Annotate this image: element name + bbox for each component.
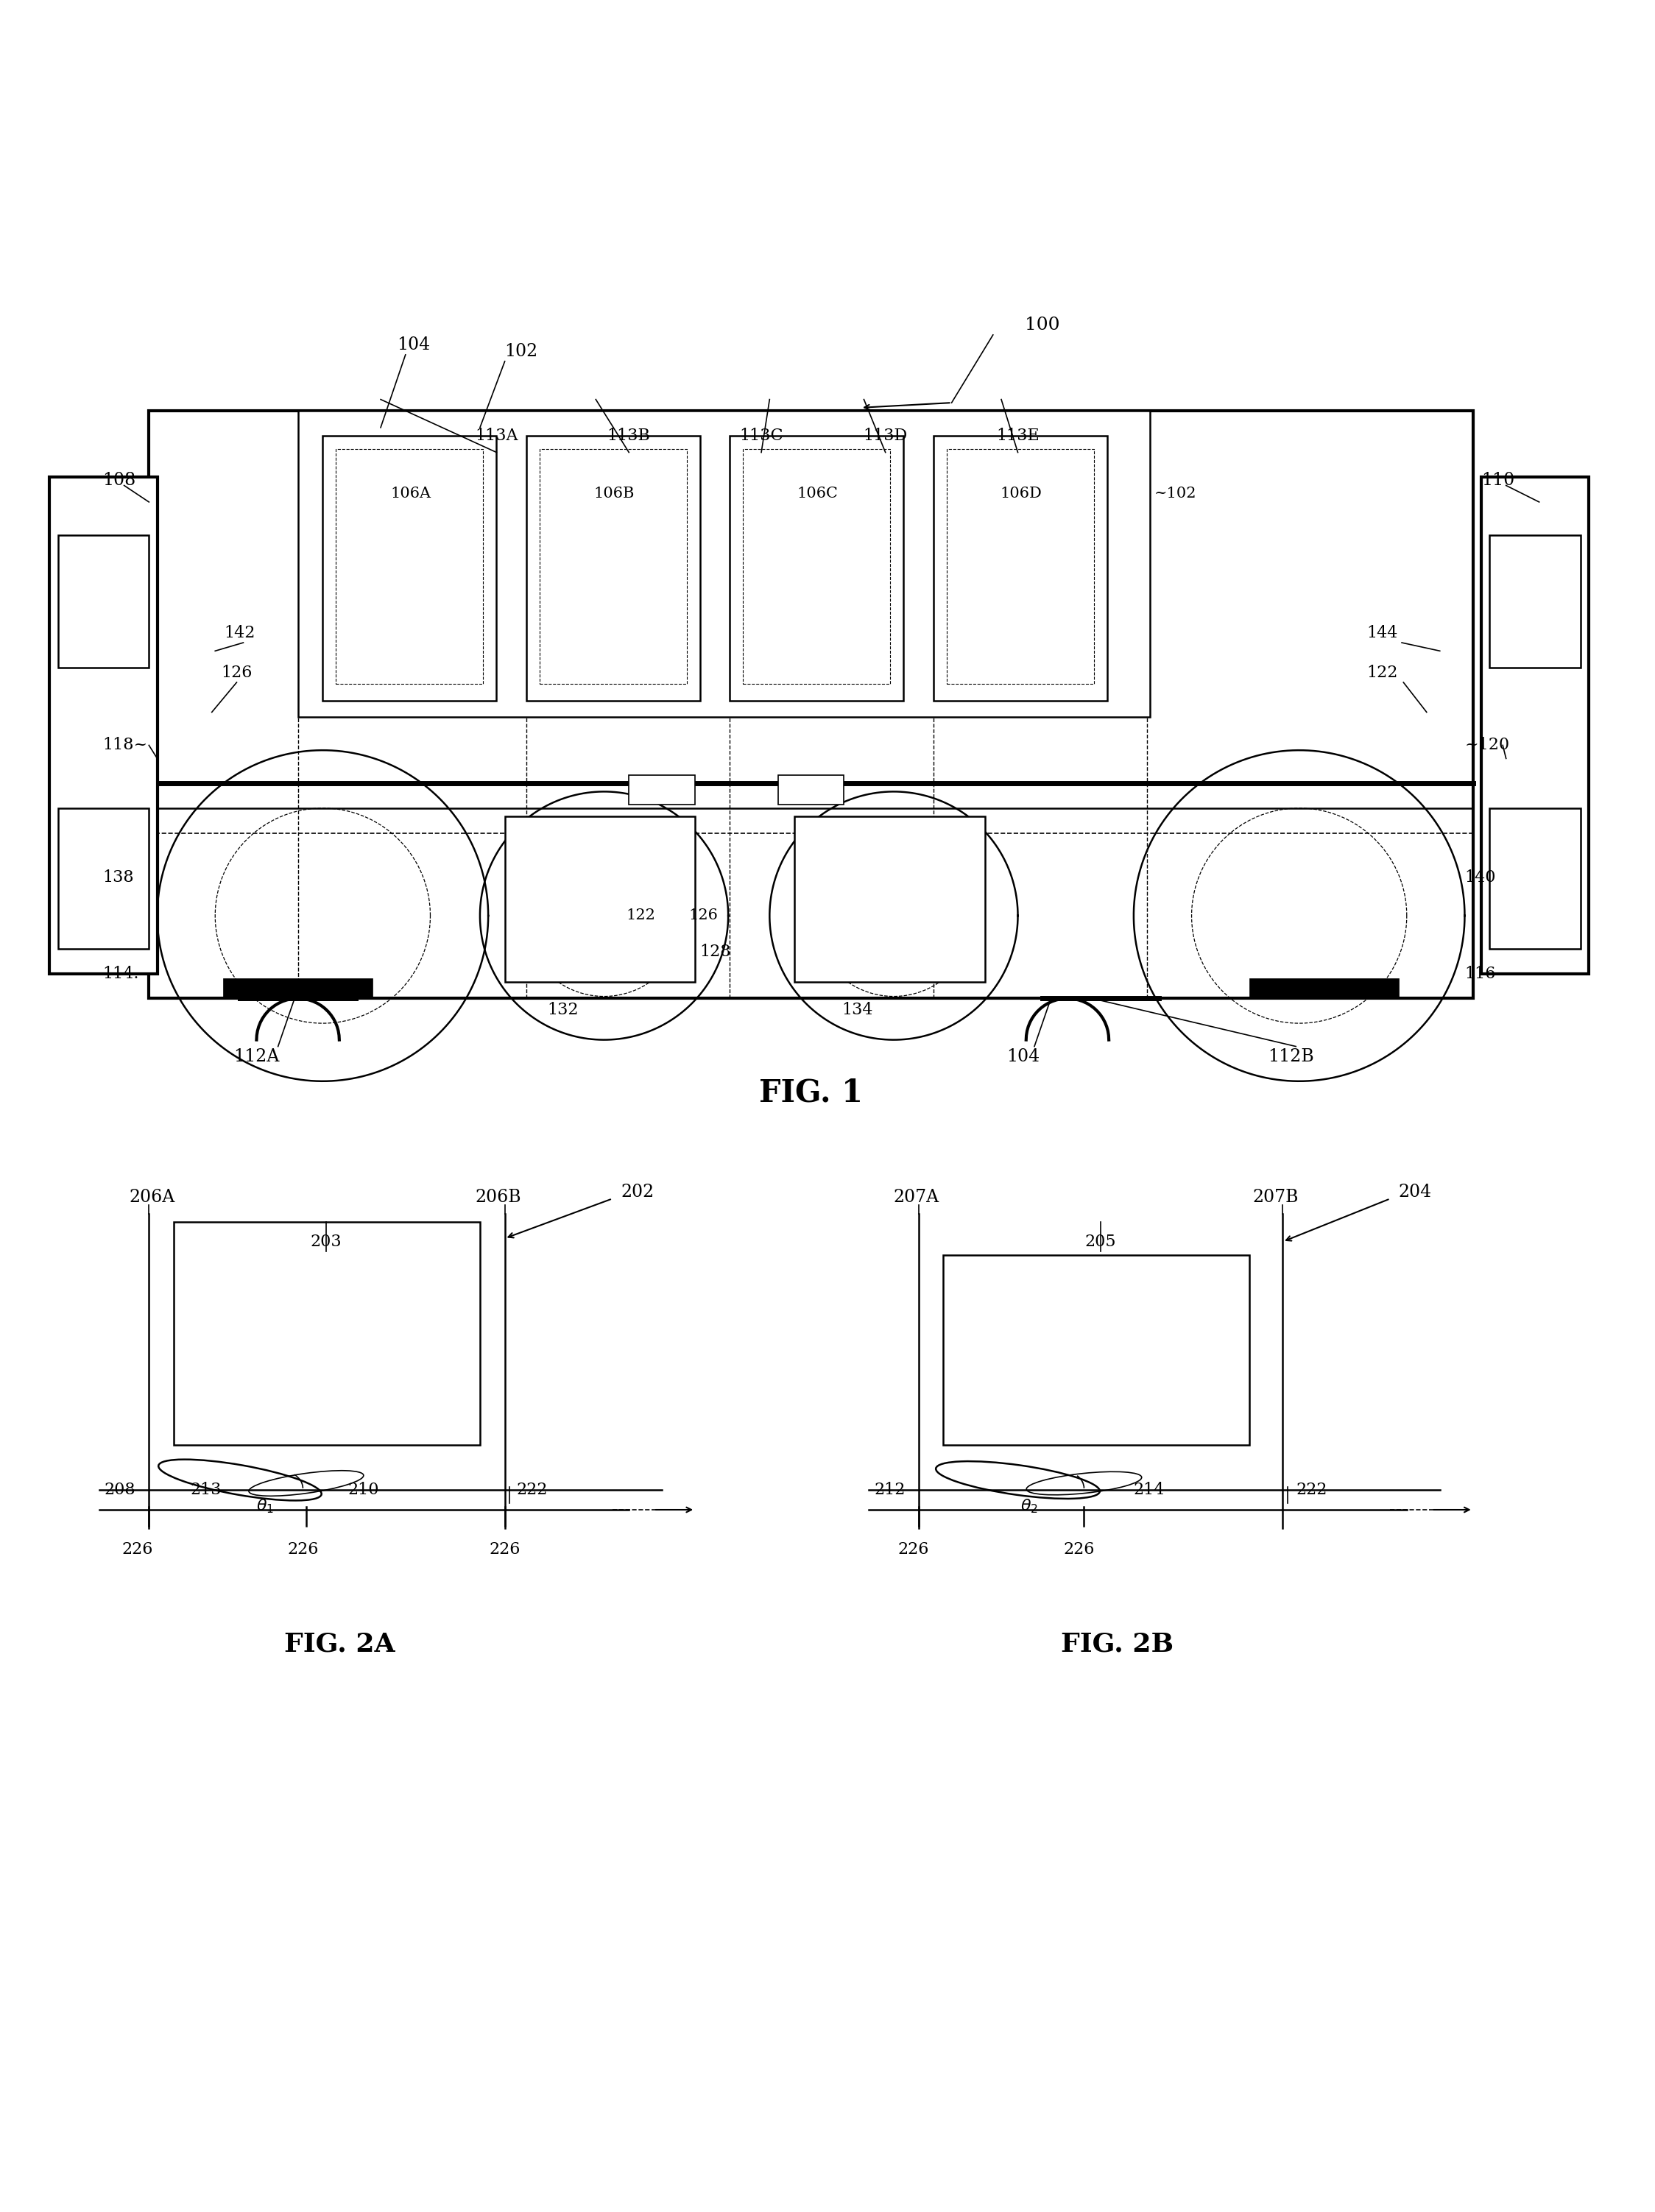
Bar xyxy=(50,478,157,973)
Text: 112A: 112A xyxy=(233,1048,280,1064)
Text: 144: 144 xyxy=(1367,624,1397,641)
Text: 122: 122 xyxy=(1367,664,1397,681)
Text: $\theta_2$: $\theta_2$ xyxy=(1021,1498,1038,1515)
Text: ~120: ~120 xyxy=(1465,737,1509,754)
Text: 116: 116 xyxy=(1465,964,1496,982)
Text: 205: 205 xyxy=(1086,1234,1115,1250)
Text: 210: 210 xyxy=(348,1482,379,1498)
Bar xyxy=(730,436,904,701)
Text: 140: 140 xyxy=(1465,869,1496,885)
Text: 222: 222 xyxy=(1296,1482,1327,1498)
Text: 122: 122 xyxy=(626,909,655,922)
Bar xyxy=(947,449,1094,684)
Text: 204: 204 xyxy=(1398,1183,1432,1201)
Bar xyxy=(149,411,1473,998)
Bar xyxy=(298,411,1150,717)
Text: 128: 128 xyxy=(700,945,730,960)
Bar xyxy=(336,449,483,684)
Text: 212: 212 xyxy=(874,1482,905,1498)
Text: 106B: 106B xyxy=(594,487,634,500)
Text: 124: 124 xyxy=(230,982,260,998)
Text: 106D: 106D xyxy=(1000,487,1043,500)
Text: 106A: 106A xyxy=(391,487,430,500)
Text: 118~: 118~ xyxy=(103,737,147,754)
Text: 226: 226 xyxy=(288,1542,318,1557)
Text: 132: 132 xyxy=(548,1002,578,1018)
Text: 206B: 206B xyxy=(475,1188,521,1206)
Text: 104: 104 xyxy=(397,336,430,354)
Text: 112B: 112B xyxy=(1268,1048,1314,1064)
Bar xyxy=(1490,535,1581,668)
Bar xyxy=(1490,807,1581,949)
Text: 113C: 113C xyxy=(740,427,783,445)
Bar xyxy=(58,807,149,949)
Bar xyxy=(58,535,149,668)
Text: 113E: 113E xyxy=(996,427,1039,445)
Text: FIG. 2B: FIG. 2B xyxy=(1061,1630,1173,1657)
Text: 108: 108 xyxy=(103,471,136,489)
Text: 113D: 113D xyxy=(864,427,907,445)
Text: 207B: 207B xyxy=(1253,1188,1299,1206)
Bar xyxy=(1481,478,1589,973)
Text: FIG. 2A: FIG. 2A xyxy=(283,1630,396,1657)
Text: 203: 203 xyxy=(311,1234,341,1250)
Text: 226: 226 xyxy=(1064,1542,1094,1557)
Text: FIG. 1: FIG. 1 xyxy=(760,1077,862,1108)
Text: 104: 104 xyxy=(1006,1048,1039,1064)
Bar xyxy=(933,436,1107,701)
Bar xyxy=(1250,978,1398,998)
Text: 100: 100 xyxy=(1024,316,1061,334)
Bar xyxy=(323,436,496,701)
Text: ~102: ~102 xyxy=(1154,487,1197,500)
Bar xyxy=(743,449,890,684)
Bar xyxy=(629,774,695,805)
Text: 213: 213 xyxy=(190,1482,222,1498)
Text: 202: 202 xyxy=(621,1183,654,1201)
Bar xyxy=(223,978,372,998)
Text: 130: 130 xyxy=(1296,982,1326,998)
Text: 126: 126 xyxy=(688,909,718,922)
Text: 222: 222 xyxy=(516,1482,548,1498)
Text: 208: 208 xyxy=(104,1482,136,1498)
Text: 110: 110 xyxy=(1481,471,1514,489)
Text: 126: 126 xyxy=(222,664,252,681)
Bar xyxy=(174,1221,480,1444)
Text: 226: 226 xyxy=(122,1542,152,1557)
Text: 138: 138 xyxy=(103,869,134,885)
Text: 214: 214 xyxy=(1134,1482,1165,1498)
Text: 113A: 113A xyxy=(475,427,518,445)
Text: 102: 102 xyxy=(505,343,538,361)
Text: 142: 142 xyxy=(225,624,255,641)
Text: 226: 226 xyxy=(490,1542,520,1557)
Text: 113B: 113B xyxy=(607,427,650,445)
Bar xyxy=(526,436,700,701)
Bar xyxy=(794,816,985,982)
Text: 134: 134 xyxy=(842,1002,872,1018)
Text: 206A: 206A xyxy=(129,1188,175,1206)
Text: $\theta_1$: $\theta_1$ xyxy=(257,1498,273,1515)
Text: 106C: 106C xyxy=(798,487,837,500)
Bar xyxy=(943,1254,1250,1444)
Bar xyxy=(505,816,695,982)
Text: 226: 226 xyxy=(899,1542,928,1557)
Bar xyxy=(778,774,844,805)
Text: 114.: 114. xyxy=(103,964,139,982)
Text: 207A: 207A xyxy=(894,1188,940,1206)
Bar xyxy=(540,449,687,684)
